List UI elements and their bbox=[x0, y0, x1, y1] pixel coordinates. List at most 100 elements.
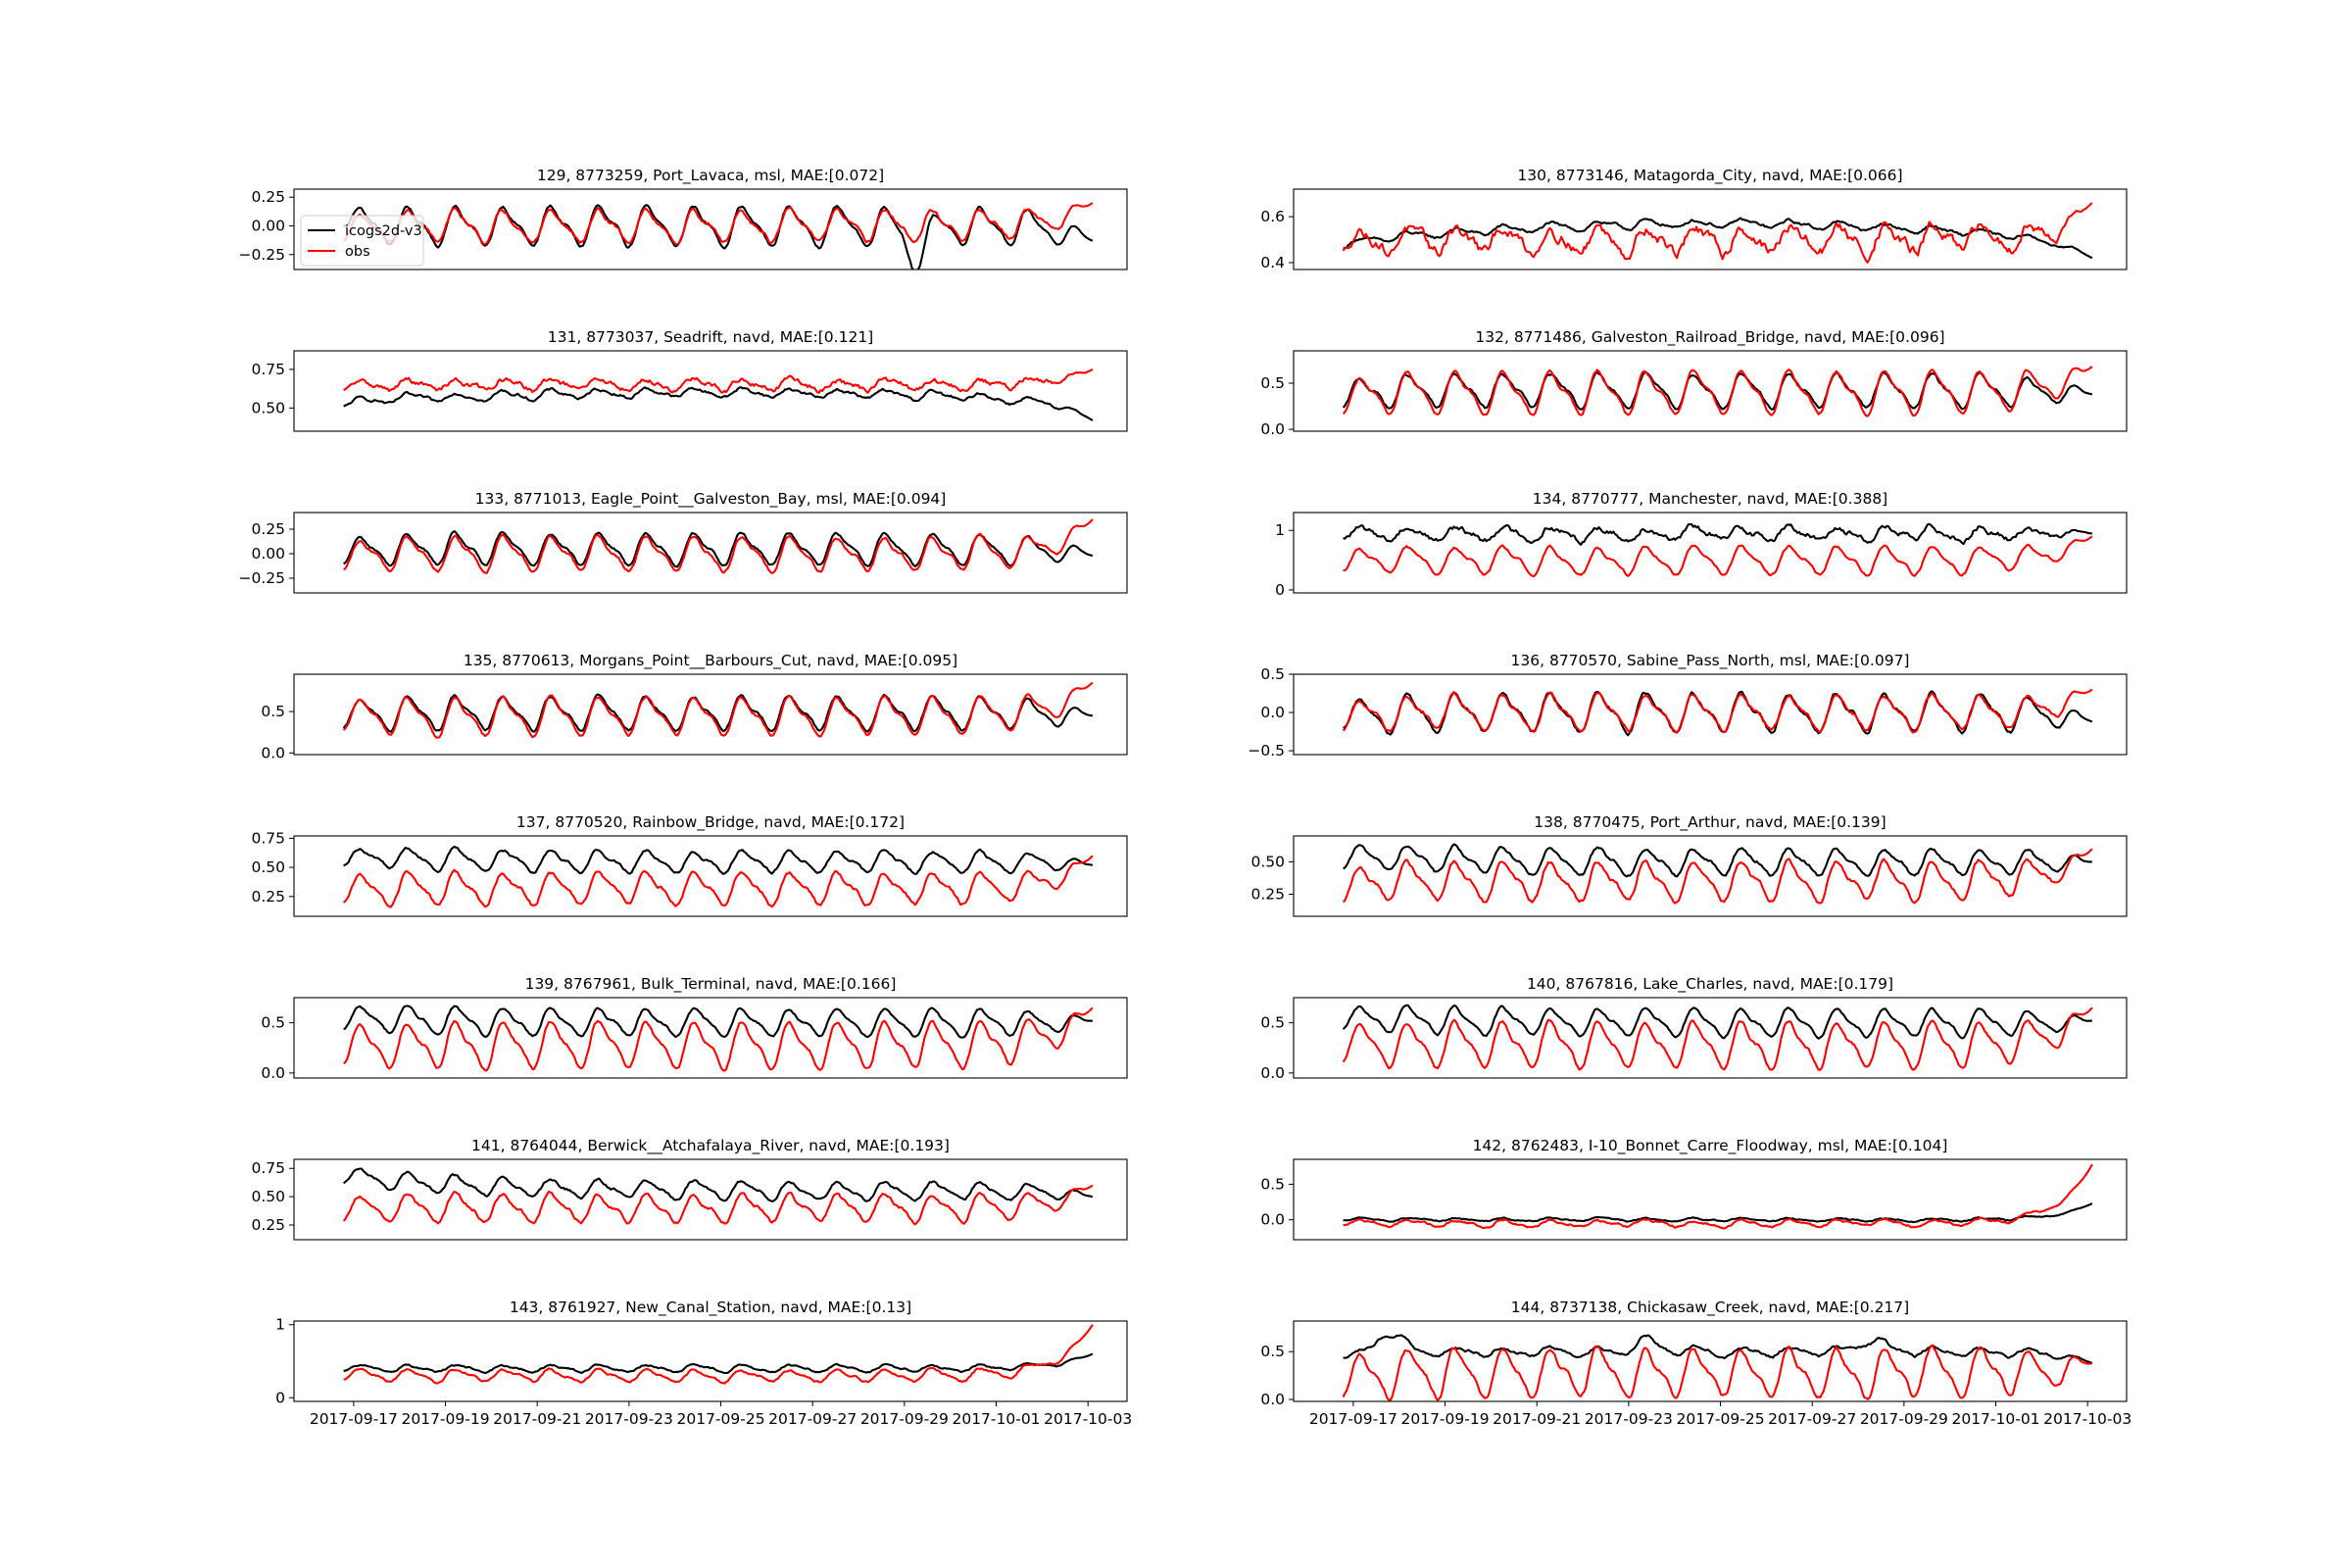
axes-frame bbox=[293, 188, 1128, 270]
panel-title: 137, 8770520, Rainbow_Bridge, navd, MAE:… bbox=[516, 813, 905, 832]
y-tick-label: 0.25 bbox=[251, 520, 285, 538]
legend-box bbox=[300, 215, 424, 267]
panel-title: 129, 8773259, Port_Lavaca, msl, MAE:[0.0… bbox=[537, 167, 884, 185]
y-tick-label: 0.00 bbox=[251, 217, 285, 234]
panel-7: 136, 8770570, Sabine_Pass_North, msl, MA… bbox=[1248, 652, 2128, 760]
series-line-obs bbox=[343, 518, 1094, 574]
axes-frame bbox=[1293, 350, 2128, 432]
panel-2: 131, 8773037, Seadrift, navd, MAE:[0.121… bbox=[251, 328, 1128, 432]
panel-0: 129, 8773259, Port_Lavaca, msl, MAE:[0.0… bbox=[239, 167, 1128, 270]
series-line-obs bbox=[1343, 535, 2093, 578]
y-tick-label: −0.25 bbox=[239, 569, 286, 587]
y-tick-label: 0.5 bbox=[1260, 665, 1285, 683]
y-tick-label: 0.50 bbox=[251, 1188, 285, 1205]
series-line-obs bbox=[1342, 1344, 2093, 1401]
y-tick-label: 0.0 bbox=[1260, 1211, 1285, 1229]
panels: 129, 8773259, Port_Lavaca, msl, MAE:[0.0… bbox=[239, 167, 2132, 1428]
panel-title: 138, 8770475, Port_Arthur, navd, MAE:[0.… bbox=[1534, 813, 1886, 832]
series-line-model bbox=[1343, 1334, 2093, 1364]
x-tick-label: 2017-09-25 bbox=[1676, 1410, 1764, 1428]
panel-1: 130, 8773146, Matagorda_City, navd, MAE:… bbox=[1260, 167, 2128, 271]
legend: icogs2d-v3 obs bbox=[300, 215, 424, 267]
x-tick-label: 2017-10-03 bbox=[2043, 1410, 2132, 1428]
y-tick-label: 0.5 bbox=[1260, 1014, 1285, 1032]
x-tick-label: 2017-09-23 bbox=[1585, 1410, 1673, 1428]
panel-6: 135, 8770613, Morgans_Point__Barbours_Cu… bbox=[261, 652, 1128, 761]
y-tick-label: 0.75 bbox=[251, 361, 285, 378]
axes-frame bbox=[1293, 188, 2128, 270]
y-tick-label: 0.50 bbox=[251, 399, 285, 416]
axes-frame bbox=[1293, 1158, 2128, 1241]
y-tick-label: 0.25 bbox=[251, 1216, 285, 1234]
y-tick-label: 0.0 bbox=[1260, 1064, 1285, 1082]
series-line-model bbox=[343, 845, 1094, 875]
y-tick-label: 0 bbox=[1275, 581, 1285, 599]
y-tick-label: 1 bbox=[275, 1316, 285, 1334]
x-tick-label: 2017-09-25 bbox=[676, 1410, 764, 1428]
y-tick-label: 0.0 bbox=[261, 1064, 285, 1082]
y-tick-label: 0.75 bbox=[251, 829, 285, 847]
panel-8: 137, 8770520, Rainbow_Bridge, navd, MAE:… bbox=[251, 813, 1128, 917]
series-line-obs bbox=[343, 202, 1094, 246]
x-tick-label: 2017-09-17 bbox=[310, 1410, 398, 1428]
y-tick-label: 0.5 bbox=[1260, 374, 1285, 392]
panel-3: 132, 8771486, Galveston_Railroad_Bridge,… bbox=[1260, 328, 2128, 438]
series-line-obs bbox=[1342, 202, 2093, 264]
panel-11: 140, 8767816, Lake_Charles, navd, MAE:[0… bbox=[1260, 975, 2128, 1082]
panel-title: 130, 8773146, Matagorda_City, navd, MAE:… bbox=[1517, 167, 1902, 185]
y-tick-label: 0.00 bbox=[251, 545, 285, 563]
y-tick-label: 0 bbox=[275, 1389, 285, 1406]
x-tick-label: 2017-10-01 bbox=[952, 1410, 1040, 1428]
x-tick-label: 2017-10-01 bbox=[1951, 1410, 2039, 1428]
x-tick-label: 2017-09-29 bbox=[1860, 1410, 1948, 1428]
y-tick-label: 0.0 bbox=[1260, 704, 1285, 721]
y-tick-label: 0.0 bbox=[1260, 420, 1285, 438]
panel-title: 136, 8770570, Sabine_Pass_North, msl, MA… bbox=[1511, 652, 1910, 670]
panel-title: 139, 8767961, Bulk_Terminal, navd, MAE:[… bbox=[525, 975, 897, 994]
legend-entry: icogs2d-v3 bbox=[345, 223, 422, 239]
panel-5: 134, 8770777, Manchester, navd, MAE:[0.3… bbox=[1275, 490, 2128, 599]
panel-10: 139, 8767961, Bulk_Terminal, navd, MAE:[… bbox=[261, 975, 1128, 1082]
y-tick-label: 0.5 bbox=[1260, 1175, 1285, 1193]
legend-entry: obs bbox=[345, 244, 370, 260]
y-tick-label: 0.25 bbox=[251, 888, 285, 906]
y-tick-label: 0.6 bbox=[1260, 208, 1285, 225]
series-line-model bbox=[343, 1352, 1094, 1375]
panel-title: 141, 8764044, Berwick__Atchafalaya_River… bbox=[471, 1137, 950, 1155]
panel-15: 144, 8737138, Chickasaw_Creek, navd, MAE… bbox=[1260, 1298, 2132, 1428]
panel-title: 135, 8770613, Morgans_Point__Barbours_Cu… bbox=[464, 652, 957, 670]
series-line-model bbox=[1343, 217, 2093, 260]
panel-title: 134, 8770777, Manchester, navd, MAE:[0.3… bbox=[1533, 490, 1887, 508]
y-tick-label: 0.25 bbox=[251, 188, 285, 206]
axes-frame bbox=[293, 1320, 1128, 1402]
series-line-model bbox=[343, 530, 1094, 568]
panel-title: 132, 8771486, Galveston_Railroad_Bridge,… bbox=[1475, 328, 1944, 347]
series-line-model bbox=[343, 386, 1094, 421]
series-line-model bbox=[1343, 1202, 2093, 1224]
x-tick-label: 2017-09-21 bbox=[493, 1410, 581, 1428]
axes-frame bbox=[1293, 835, 2128, 917]
series-line-model bbox=[1342, 1004, 2092, 1040]
series-line-obs bbox=[1342, 1006, 2093, 1071]
x-tick-label: 2017-09-17 bbox=[1309, 1410, 1397, 1428]
axes-frame bbox=[293, 350, 1128, 432]
axes-frame bbox=[293, 1158, 1128, 1241]
series-line-obs bbox=[342, 1184, 1094, 1226]
axes-frame bbox=[1293, 997, 2128, 1079]
axes-frame bbox=[293, 673, 1128, 756]
x-tick-label: 2017-10-03 bbox=[1044, 1410, 1132, 1428]
series-line-obs bbox=[1342, 848, 2093, 905]
y-tick-label: 0.0 bbox=[261, 744, 285, 761]
panel-12: 141, 8764044, Berwick__Atchafalaya_River… bbox=[251, 1137, 1128, 1241]
panel-14: 143, 8761927, New_Canal_Station, navd, M… bbox=[275, 1298, 1132, 1428]
panel-title: 144, 8737138, Chickasaw_Creek, navd, MAE… bbox=[1511, 1298, 1909, 1317]
series-line-obs bbox=[1342, 366, 2093, 417]
y-tick-label: 0.50 bbox=[1250, 853, 1285, 870]
x-tick-label: 2017-09-23 bbox=[585, 1410, 673, 1428]
series-line-obs bbox=[342, 681, 1094, 739]
series-line-obs bbox=[343, 1006, 1094, 1072]
series-line-obs bbox=[1343, 1163, 2093, 1230]
x-tick-label: 2017-09-27 bbox=[1768, 1410, 1856, 1428]
series-line-model bbox=[342, 1167, 1094, 1202]
